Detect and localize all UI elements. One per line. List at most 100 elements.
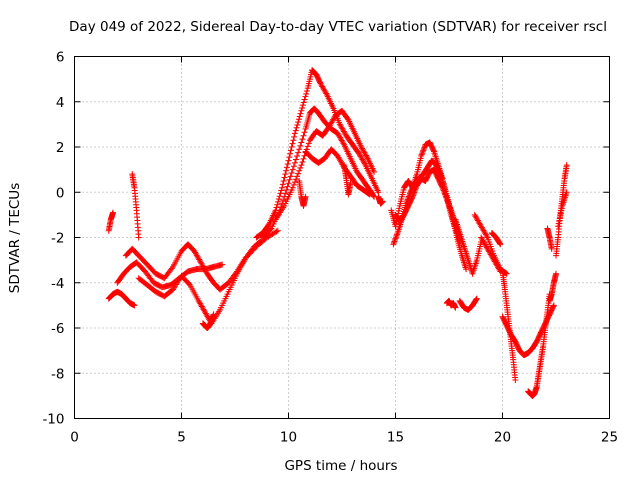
data-point-marker bbox=[281, 174, 288, 181]
data-point-marker bbox=[294, 153, 301, 160]
data-point-marker bbox=[287, 147, 294, 154]
data-point-marker bbox=[248, 249, 255, 256]
data-point-marker bbox=[483, 233, 490, 240]
series-11 bbox=[296, 177, 309, 209]
data-point-marker bbox=[300, 99, 307, 106]
data-point-marker bbox=[412, 185, 419, 192]
data-point-marker bbox=[275, 196, 282, 203]
data-point-marker bbox=[340, 140, 347, 147]
y-tick-label: -4 bbox=[51, 276, 64, 292]
data-point-marker bbox=[392, 235, 399, 242]
data-point-marker bbox=[441, 190, 448, 197]
data-point-marker bbox=[185, 280, 192, 287]
data-point-marker bbox=[371, 168, 378, 175]
series-7 bbox=[253, 67, 382, 241]
data-point-marker bbox=[287, 150, 294, 157]
data-point-marker bbox=[563, 189, 570, 196]
data-point-marker bbox=[135, 234, 142, 241]
data-point-marker bbox=[282, 190, 289, 197]
y-tick-label: -6 bbox=[51, 321, 64, 337]
data-point-marker bbox=[410, 190, 417, 197]
data-point-marker bbox=[296, 146, 303, 153]
data-point-marker bbox=[447, 205, 454, 212]
series-27 bbox=[544, 225, 555, 252]
data-point-marker bbox=[393, 220, 400, 227]
data-point-marker bbox=[391, 238, 398, 245]
data-point-marker bbox=[301, 96, 308, 103]
data-point-marker bbox=[299, 104, 306, 111]
data-point-marker bbox=[555, 223, 562, 230]
data-point-marker bbox=[442, 193, 449, 200]
data-point-marker bbox=[298, 139, 305, 146]
data-point-marker bbox=[473, 296, 480, 303]
series-10 bbox=[302, 146, 373, 198]
data-point-marker bbox=[298, 107, 305, 114]
data-point-marker bbox=[395, 207, 402, 214]
data-point-marker bbox=[278, 187, 285, 194]
series-1 bbox=[105, 209, 117, 234]
data-point-marker bbox=[293, 124, 300, 131]
data-point-marker bbox=[556, 218, 563, 225]
data-point-marker bbox=[305, 140, 312, 147]
data-point-marker bbox=[279, 181, 286, 188]
data-point-marker bbox=[274, 227, 281, 234]
data-point-marker bbox=[131, 302, 138, 309]
data-point-marker bbox=[252, 244, 259, 251]
chart-title: Day 049 of 2022, Sidereal Day-to-day VTE… bbox=[69, 19, 607, 35]
series-29 bbox=[555, 189, 570, 230]
data-point-marker bbox=[363, 153, 370, 160]
data-point-marker bbox=[291, 159, 298, 166]
series-8 bbox=[259, 105, 378, 241]
data-point-marker bbox=[279, 184, 286, 191]
data-point-marker bbox=[290, 181, 297, 188]
series-25 bbox=[525, 291, 553, 399]
y-tick-label: -2 bbox=[51, 231, 64, 247]
data-point-marker bbox=[273, 204, 280, 211]
data-point-marker bbox=[366, 190, 373, 197]
data-point-marker bbox=[292, 176, 299, 183]
y-tick-label: 0 bbox=[56, 185, 65, 201]
data-point-marker bbox=[304, 143, 311, 150]
data-point-marker bbox=[290, 163, 297, 170]
data-point-marker bbox=[443, 194, 450, 201]
data-point-marker bbox=[301, 129, 308, 136]
data-point-marker bbox=[548, 245, 555, 252]
data-points bbox=[105, 67, 570, 399]
data-point-marker bbox=[439, 184, 446, 191]
data-point-marker bbox=[391, 237, 398, 244]
data-point-marker bbox=[297, 142, 304, 149]
data-point-marker bbox=[285, 157, 292, 164]
data-point-marker bbox=[393, 232, 400, 239]
data-point-marker bbox=[245, 252, 252, 259]
data-point-marker bbox=[299, 136, 306, 143]
x-tick-label: 20 bbox=[494, 430, 511, 446]
data-point-marker bbox=[496, 240, 503, 247]
data-point-marker bbox=[452, 304, 459, 311]
data-point-marker bbox=[296, 167, 303, 174]
data-point-marker bbox=[323, 90, 330, 97]
data-point-marker bbox=[297, 110, 304, 117]
data-point-marker bbox=[419, 148, 426, 155]
data-point-marker bbox=[246, 250, 253, 257]
y-tick-label: -8 bbox=[51, 366, 64, 382]
data-point-marker bbox=[291, 133, 298, 140]
data-point-marker bbox=[556, 215, 563, 222]
data-point-marker bbox=[219, 261, 226, 268]
data-point-marker bbox=[418, 153, 425, 160]
data-point-marker bbox=[302, 93, 309, 100]
data-point-marker bbox=[292, 156, 299, 163]
data-point-marker bbox=[294, 121, 301, 128]
series-22 bbox=[488, 229, 504, 248]
data-point-marker bbox=[446, 203, 453, 210]
axis-ticks bbox=[74, 56, 610, 419]
data-point-marker bbox=[250, 246, 257, 253]
data-point-marker bbox=[275, 198, 282, 205]
data-point-marker bbox=[303, 90, 310, 97]
data-point-marker bbox=[285, 180, 292, 187]
y-tick-label: 4 bbox=[56, 95, 65, 111]
data-point-marker bbox=[283, 167, 290, 174]
series-5 bbox=[135, 227, 281, 327]
data-point-marker bbox=[297, 164, 304, 171]
data-point-marker bbox=[410, 192, 417, 199]
data-point-marker bbox=[302, 193, 309, 200]
